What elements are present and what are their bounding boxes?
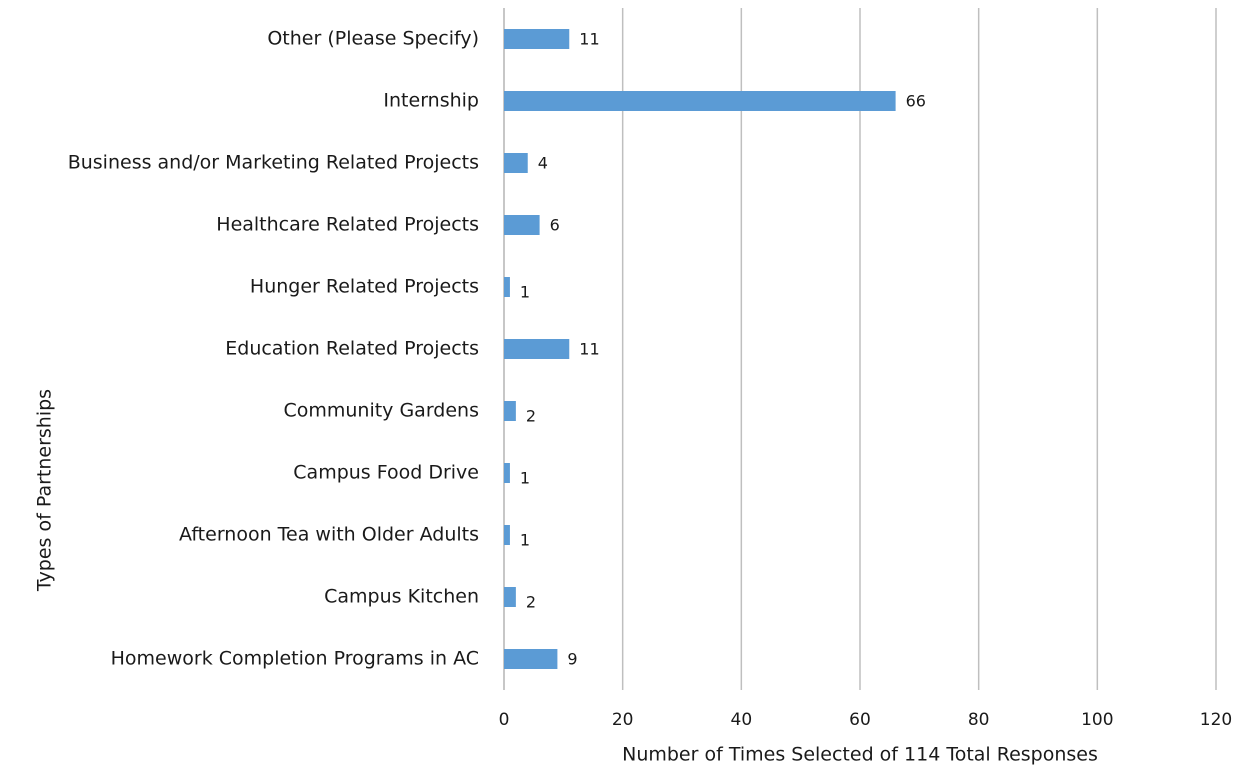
- data-label: 2: [526, 407, 536, 426]
- y-tick-label: Afternoon Tea with Older Adults: [179, 524, 479, 546]
- y-tick-label: Business and/or Marketing Related Projec…: [68, 152, 479, 174]
- y-tick-label: Internship: [383, 90, 479, 112]
- x-tick-label: 100: [1081, 710, 1113, 730]
- bar: [504, 277, 510, 297]
- data-label: 1: [520, 531, 530, 550]
- data-label: 66: [906, 92, 926, 111]
- data-label: 6: [550, 216, 560, 235]
- x-tick-label: 80: [968, 710, 990, 730]
- x-tick-label: 40: [731, 710, 753, 730]
- data-label: 2: [526, 593, 536, 612]
- data-label: 9: [567, 650, 577, 669]
- y-tick-label: Campus Kitchen: [324, 586, 479, 608]
- y-tick-label: Campus Food Drive: [293, 462, 479, 484]
- bar: [504, 339, 570, 359]
- data-label: 11: [579, 340, 599, 359]
- x-tick-label: 60: [849, 710, 871, 730]
- data-label: 4: [538, 154, 548, 173]
- x-tick-label: 20: [612, 710, 634, 730]
- bar: [504, 91, 896, 111]
- bar: [504, 587, 516, 607]
- data-label: 1: [520, 469, 530, 488]
- y-tick-label: Hunger Related Projects: [250, 276, 479, 298]
- bar: [504, 215, 540, 235]
- bar: [504, 649, 558, 669]
- y-tick-label: Healthcare Related Projects: [216, 214, 479, 236]
- x-tick-label: 0: [499, 710, 510, 730]
- data-label: 1: [520, 283, 530, 302]
- y-tick-label: Homework Completion Programs in AC: [111, 648, 479, 670]
- bar: [504, 463, 510, 483]
- bar: [504, 525, 510, 545]
- y-tick-label: Other (Please Specify): [267, 28, 479, 50]
- y-tick-label: Community Gardens: [283, 400, 479, 422]
- data-label: 11: [579, 30, 599, 49]
- bar: [504, 29, 570, 49]
- bar: [504, 401, 516, 421]
- y-axis-label: Types of Partnerships: [34, 389, 56, 592]
- y-tick-label: Education Related Projects: [225, 338, 479, 360]
- x-axis-label: Number of Times Selected of 114 Total Re…: [622, 744, 1098, 766]
- x-tick-label: 120: [1200, 710, 1232, 730]
- bar: [504, 153, 528, 173]
